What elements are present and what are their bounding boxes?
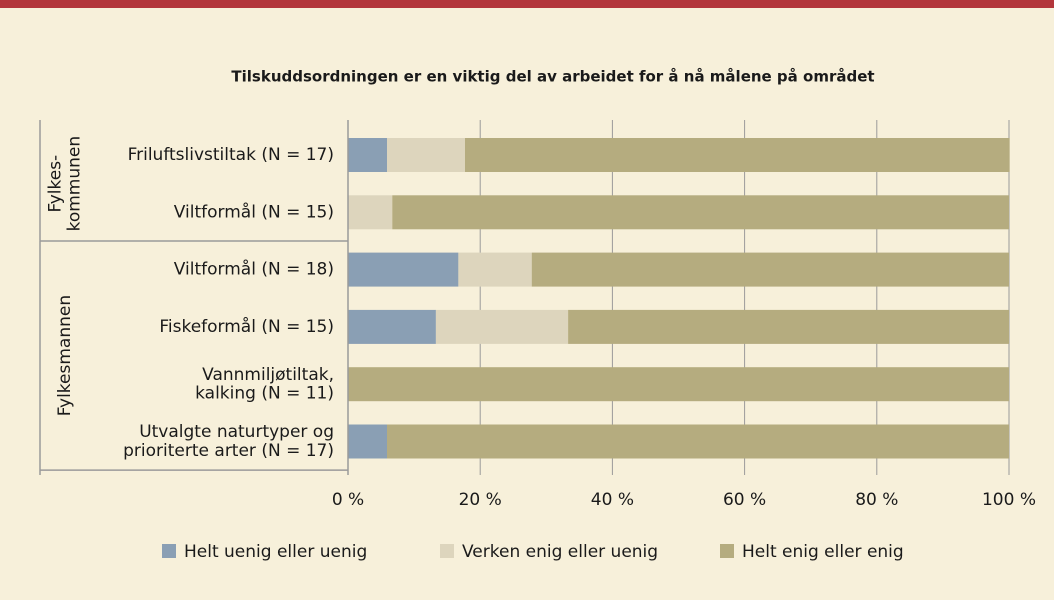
bar-segment — [568, 309, 1009, 344]
x-tick-label: 80 % — [855, 490, 898, 510]
bar-segment — [458, 252, 532, 287]
bar-segment — [348, 367, 1009, 402]
bar-segment — [348, 309, 436, 344]
legend-label: Helt uenig eller uenig — [184, 542, 367, 562]
legend-swatch — [720, 544, 734, 558]
bar-segment — [348, 138, 387, 172]
legend-swatch — [440, 544, 454, 558]
bar-segment — [348, 424, 387, 459]
x-tick-label: 40 % — [591, 490, 634, 510]
legend-label: Verken enig eller uenig — [462, 542, 658, 562]
bar-segment — [348, 252, 459, 287]
group-label: Fylkes-kommunen — [46, 136, 85, 232]
bar-segment — [386, 138, 465, 172]
bar-segment — [348, 195, 393, 230]
bar-segment — [392, 195, 1009, 230]
chart-title: Tilskuddsordningen er en viktig del av a… — [231, 68, 874, 86]
bar-segment — [435, 309, 569, 344]
legend-label: Helt enig eller enig — [742, 542, 904, 562]
group-label: Fylkesmannen — [55, 295, 75, 416]
y-tick-label: Viltformål (N = 18) — [174, 259, 334, 280]
y-tick-label: Viltformål (N = 15) — [174, 201, 334, 222]
y-tick-label: Utvalgte naturtyper og prioriterte arter … — [123, 422, 334, 461]
x-tick-label: 100 % — [982, 490, 1036, 510]
bar-segment — [464, 138, 1010, 172]
bar-segment — [386, 424, 1009, 459]
x-tick-label: 20 % — [459, 490, 502, 510]
legend-swatch — [162, 544, 176, 558]
y-tick-label: Friluftslivstiltak (N = 17) — [128, 145, 334, 165]
top-band — [0, 0, 1054, 8]
bar-segment — [531, 252, 1009, 287]
x-tick-label: 0 % — [332, 490, 364, 510]
y-tick-label: Fiskeformål (N = 15) — [159, 316, 334, 337]
x-tick-label: 60 % — [723, 490, 766, 510]
y-tick-label: Vannmiljøtiltak, kalking (N = 11) — [195, 365, 334, 404]
